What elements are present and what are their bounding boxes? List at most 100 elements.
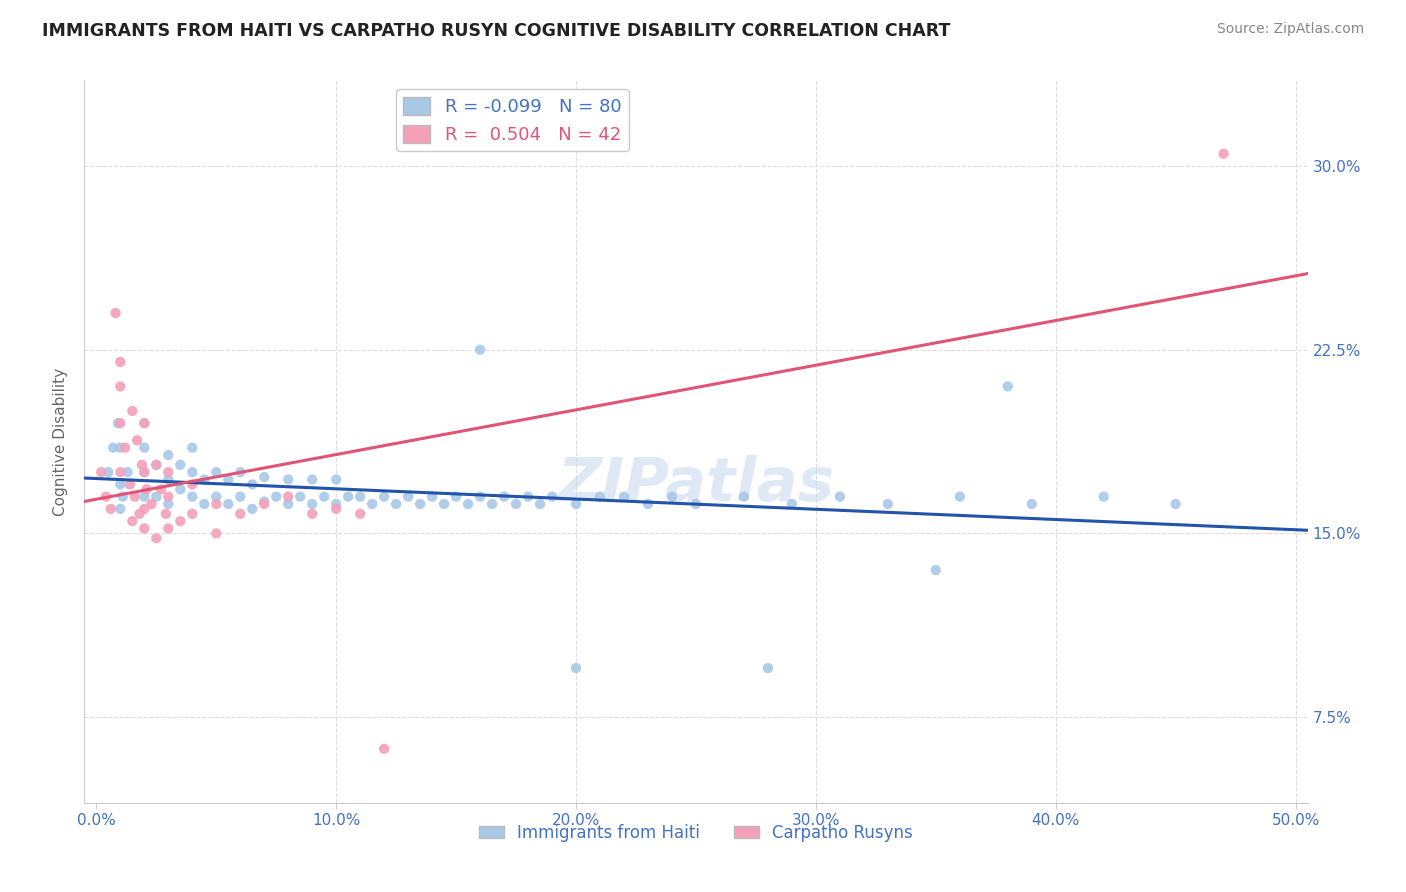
Point	[229, 507, 252, 521]
Point	[134, 441, 156, 455]
Point	[128, 507, 150, 521]
Point	[685, 497, 707, 511]
Point	[114, 441, 136, 455]
Point	[325, 473, 347, 487]
Point	[373, 490, 395, 504]
Point	[134, 502, 156, 516]
Text: Source: ZipAtlas.com: Source: ZipAtlas.com	[1216, 22, 1364, 37]
Point	[325, 502, 347, 516]
Point	[193, 473, 215, 487]
Point	[240, 502, 263, 516]
Point	[253, 497, 276, 511]
Point	[433, 497, 456, 511]
Point	[589, 490, 612, 504]
Point	[110, 502, 132, 516]
Point	[110, 355, 132, 369]
Point	[396, 490, 419, 504]
Point	[494, 490, 516, 504]
Point	[150, 483, 173, 497]
Point	[110, 477, 132, 491]
Text: ZIPatlas: ZIPatlas	[557, 456, 835, 515]
Point	[110, 416, 132, 430]
Point	[876, 497, 898, 511]
Point	[264, 490, 287, 504]
Point	[181, 507, 204, 521]
Point	[828, 490, 851, 504]
Point	[118, 477, 141, 491]
Point	[155, 507, 177, 521]
Point	[181, 441, 204, 455]
Point	[517, 490, 540, 504]
Point	[110, 441, 132, 455]
Point	[205, 490, 228, 504]
Point	[193, 497, 215, 511]
Point	[1021, 497, 1043, 511]
Point	[181, 477, 204, 491]
Point	[301, 497, 323, 511]
Point	[107, 416, 129, 430]
Point	[110, 379, 132, 393]
Point	[205, 465, 228, 479]
Point	[613, 490, 636, 504]
Point	[217, 497, 239, 511]
Point	[637, 497, 659, 511]
Point	[157, 448, 180, 462]
Point	[145, 531, 167, 545]
Point	[997, 379, 1019, 393]
Point	[444, 490, 467, 504]
Point	[134, 465, 156, 479]
Point	[157, 465, 180, 479]
Point	[121, 404, 143, 418]
Point	[314, 490, 336, 504]
Point	[134, 416, 156, 430]
Point	[290, 490, 312, 504]
Point	[145, 458, 167, 472]
Point	[541, 490, 564, 504]
Point	[756, 661, 779, 675]
Point	[134, 465, 156, 479]
Point	[349, 507, 371, 521]
Point	[565, 661, 588, 675]
Point	[1212, 146, 1234, 161]
Point	[253, 470, 276, 484]
Point	[733, 490, 755, 504]
Point	[240, 477, 263, 491]
Point	[565, 497, 588, 511]
Point	[157, 490, 180, 504]
Point	[1092, 490, 1115, 504]
Point	[409, 497, 432, 511]
Point	[277, 490, 299, 504]
Point	[337, 490, 360, 504]
Point	[169, 483, 191, 497]
Point	[229, 465, 252, 479]
Point	[134, 416, 156, 430]
Point	[145, 458, 167, 472]
Point	[111, 490, 134, 504]
Legend: Immigrants from Haiti, Carpatho Rusyns: Immigrants from Haiti, Carpatho Rusyns	[472, 817, 920, 848]
Point	[349, 490, 371, 504]
Text: IMMIGRANTS FROM HAITI VS CARPATHO RUSYN COGNITIVE DISABILITY CORRELATION CHART: IMMIGRANTS FROM HAITI VS CARPATHO RUSYN …	[42, 22, 950, 40]
Point	[134, 490, 156, 504]
Point	[420, 490, 443, 504]
Point	[277, 473, 299, 487]
Point	[169, 458, 191, 472]
Point	[157, 497, 180, 511]
Point	[157, 473, 180, 487]
Point	[468, 490, 491, 504]
Point	[110, 465, 132, 479]
Point	[157, 521, 180, 535]
Point	[97, 465, 120, 479]
Point	[141, 497, 163, 511]
Point	[301, 473, 323, 487]
Point	[90, 465, 112, 479]
Point	[780, 497, 803, 511]
Y-axis label: Cognitive Disability: Cognitive Disability	[53, 368, 69, 516]
Point	[468, 343, 491, 357]
Point	[181, 490, 204, 504]
Point	[104, 306, 127, 320]
Point	[101, 441, 124, 455]
Point	[94, 490, 117, 504]
Point	[325, 497, 347, 511]
Point	[277, 497, 299, 511]
Point	[1164, 497, 1187, 511]
